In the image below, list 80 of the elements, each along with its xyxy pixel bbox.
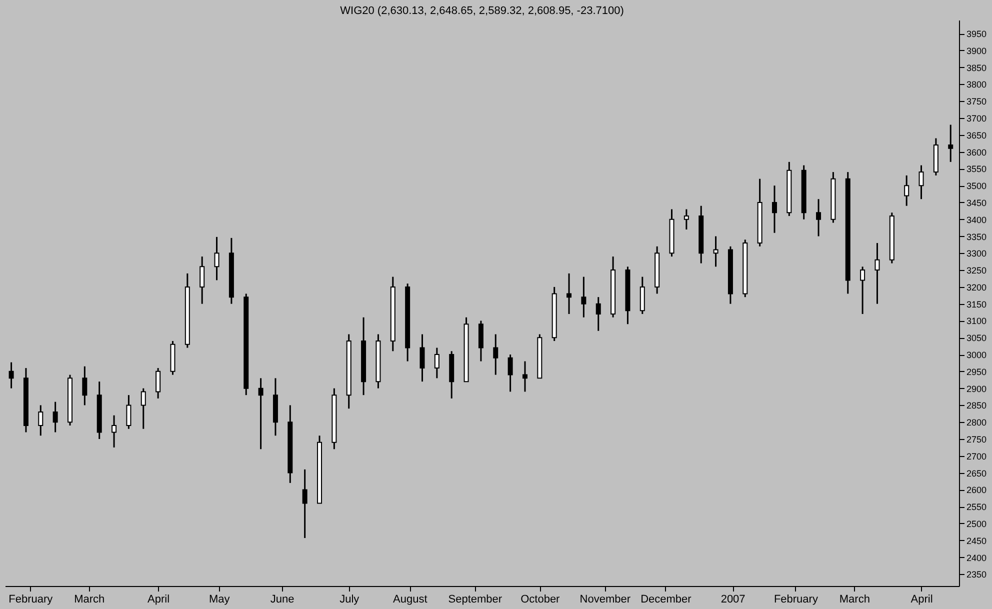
y-tick-label: 3400: [966, 214, 987, 225]
y-tick-label: 2950: [966, 366, 987, 377]
y-tick-label: 3000: [966, 350, 987, 360]
y-tick-label: 3350: [966, 232, 987, 242]
candlestick: [214, 236, 220, 281]
x-tick-label: December: [640, 594, 692, 606]
candlestick: [772, 184, 777, 234]
candlestick: [874, 242, 880, 305]
y-tick-label: 3850: [966, 62, 987, 73]
y-tick-label: 2350: [966, 570, 987, 580]
x-tick-label: November: [580, 594, 631, 606]
candlestick: [38, 404, 44, 436]
y-tick-label: 2850: [966, 400, 987, 411]
y-tick-label: 3100: [966, 316, 987, 326]
candlestick: [860, 266, 866, 315]
candlestick: [904, 174, 910, 207]
chart-title: WIG20 (2,630.13, 2,648.65, 2,589.32, 2,608.95, -23.7100): [340, 5, 624, 17]
candlestick: [52, 401, 58, 433]
candlestick: [684, 208, 689, 230]
y-tick-label: 3750: [966, 96, 987, 107]
y-tick-label: 3150: [966, 299, 987, 310]
candlestick: [478, 320, 484, 362]
candlestick: [140, 388, 146, 430]
y-tick-label: 2900: [966, 384, 987, 394]
y-tick-label: 2450: [966, 536, 987, 546]
candlestick: [112, 414, 117, 448]
x-tick-label: February: [8, 594, 54, 606]
x-tick-label: July: [340, 594, 360, 606]
candlestick: [948, 124, 954, 163]
x-tick-label: September: [448, 594, 502, 606]
x-tick-label: October: [520, 594, 560, 606]
y-tick-label: 3800: [966, 80, 987, 90]
candlestick: [126, 394, 132, 430]
candlestick: [434, 347, 440, 379]
candlestick: [640, 276, 645, 315]
y-tick-label: 3600: [966, 147, 987, 158]
candlestick: [522, 360, 528, 392]
y-tick-label: 3650: [966, 130, 987, 140]
x-tick-label: April: [910, 594, 933, 606]
candlestick: [200, 256, 205, 305]
y-tick-label: 2800: [966, 418, 987, 428]
candlestick: [258, 377, 264, 450]
x-tick-label: February: [774, 594, 818, 606]
candlestick: [82, 366, 88, 406]
y-tick-label: 2600: [966, 485, 987, 496]
candlestick: [493, 334, 498, 376]
y-tick-label: 3700: [966, 113, 987, 124]
y-tick-label: 2750: [966, 434, 987, 445]
x-tick-label: June: [270, 594, 294, 606]
x-tick-label: April: [148, 594, 170, 606]
y-tick-label: 3450: [966, 198, 987, 208]
y-tick-label: 3950: [966, 29, 987, 40]
y-tick-label: 2700: [966, 451, 987, 462]
y-tick-label: 3200: [966, 282, 987, 292]
y-tick-label: 2550: [966, 502, 987, 512]
candlestick: [156, 367, 161, 400]
candlestick: [302, 468, 308, 539]
y-tick-label: 3500: [966, 181, 987, 192]
y-tick-label: 2400: [966, 552, 987, 563]
y-tick-label: 3900: [966, 46, 987, 56]
candlestick: [566, 272, 572, 315]
x-tick-label: March: [839, 594, 870, 606]
y-tick-label: 3250: [966, 266, 987, 276]
candlestick: [816, 198, 822, 238]
candlestick: [713, 236, 718, 268]
x-tick-label: March: [74, 594, 105, 606]
candlestick: [596, 296, 601, 332]
y-tick-label: 2650: [966, 468, 987, 478]
candlestick: [581, 276, 586, 318]
x-tick-label: May: [208, 594, 230, 606]
candlestick: [8, 362, 14, 390]
x-tick-label: 2007: [720, 594, 746, 606]
y-tick-label: 3050: [966, 333, 987, 344]
x-tick-label: August: [393, 594, 428, 606]
candlestick: [420, 334, 425, 382]
candlestick: [918, 164, 924, 200]
candlestick: [508, 354, 513, 392]
y-tick-label: 2500: [966, 518, 987, 529]
y-tick-label: 3300: [966, 248, 987, 259]
y-tick-label: 3550: [966, 164, 987, 174]
